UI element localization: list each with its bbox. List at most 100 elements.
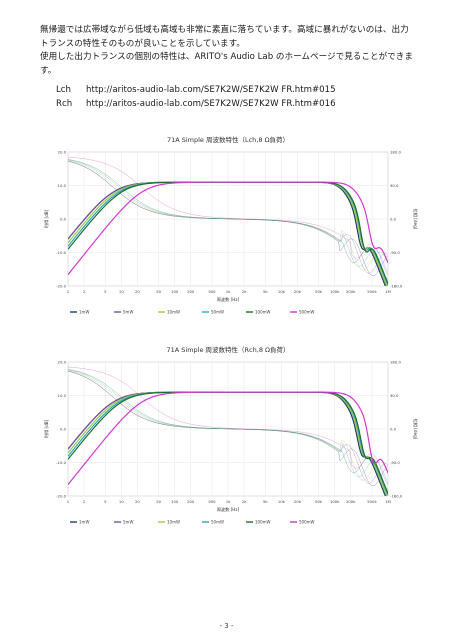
transformer-links: Lch http://aritos-audio-lab.com/SE7K2W/S… xyxy=(56,84,336,111)
x-axis-label: 周波数 [Hz] xyxy=(217,296,240,303)
y2-tick-label: 0.0 xyxy=(390,217,397,222)
legend-label: 5mW xyxy=(123,520,133,525)
y-tick-label: -20.0 xyxy=(56,284,66,289)
legend-label: 1mW xyxy=(79,310,89,315)
x-tick-label: 100 xyxy=(171,289,179,294)
y2-tick-label: -180.0 xyxy=(390,494,403,499)
x-tick-label: 50k xyxy=(315,289,323,294)
x-tick-label: 20 xyxy=(135,289,140,294)
x-tick-label: 200 xyxy=(187,289,195,294)
legend-label: 500mW xyxy=(299,520,315,525)
y2-tick-label: 180.0 xyxy=(390,360,401,365)
legend-label: 100mW xyxy=(255,310,271,315)
x-tick-label: 50k xyxy=(315,499,323,504)
x-tick-label: 500k xyxy=(367,289,377,294)
x-tick-label: 10 xyxy=(119,499,124,504)
y2-tick-label: 0.0 xyxy=(390,427,397,432)
x-tick-label: 100k xyxy=(330,289,340,294)
legend-label: 50mW xyxy=(211,520,224,525)
x-tick-label: 20k xyxy=(294,289,302,294)
legend-label: 1mW xyxy=(79,520,89,525)
y-tick-label: 20.0 xyxy=(58,150,67,155)
frequency-response-chart-rch: 71A Simple 周波数特性（Rch,8 Ω負荷） 1 2 5 10 20 50 100 2… xyxy=(40,340,420,540)
chart-svg: 71A Simple 周波数特性（Rch,8 Ω負荷） 1 2 5 10 20 50 100 2… xyxy=(43,345,419,525)
y2-tick-label: 90.0 xyxy=(390,183,399,188)
x-tick-label: 500k xyxy=(367,499,377,504)
y-tick-label: 20.0 xyxy=(58,360,67,365)
x-tick-label: 1k xyxy=(226,499,231,504)
y-tick-label: 0.0 xyxy=(60,217,67,222)
legend-label: 100mW xyxy=(255,520,271,525)
x-tick-label: 1k xyxy=(226,289,231,294)
y-tick-label: 0.0 xyxy=(60,427,67,432)
body-paragraph: 無帰還では広帯域ながら低域も高域も非常に素直に落ちています。高域に暴れがないのは… xyxy=(40,24,435,78)
chart-title: 71A Simple 周波数特性（Lch,8 Ω負荷） xyxy=(167,135,289,144)
phase-line-500mW xyxy=(68,156,388,276)
y-tick-label: -20.0 xyxy=(56,494,66,499)
phase-line-500mW xyxy=(68,366,388,486)
x-axis-label: 周波数 [Hz] xyxy=(217,506,240,513)
x-tick-label: 20k xyxy=(294,499,302,504)
y2-tick-label: 180.0 xyxy=(390,150,401,155)
y-tick-label: -10.0 xyxy=(56,250,66,255)
x-tick-label: 1M xyxy=(385,499,391,504)
x-tick-label: 10k xyxy=(278,499,286,504)
legend-label: 5mW xyxy=(123,310,133,315)
y-tick-label: 10.0 xyxy=(58,183,67,188)
legend-label: 50mW xyxy=(211,310,224,315)
x-tick-label: 5 xyxy=(104,289,107,294)
x-tick-label: 500 xyxy=(208,499,216,504)
y2-tick-label: -90.0 xyxy=(390,460,400,465)
link-row-lch: Lch http://aritos-audio-lab.com/SE7K2W/S… xyxy=(56,84,336,98)
legend-label: 500mW xyxy=(299,310,315,315)
x-tick-label: 50 xyxy=(156,499,161,504)
link-rch[interactable]: http://aritos-audio-lab.com/SE7K2W/SE7K2… xyxy=(86,98,336,109)
x-tick-label: 2k xyxy=(242,289,247,294)
link-lch[interactable]: http://aritos-audio-lab.com/SE7K2W/SE7K2… xyxy=(86,85,336,95)
x-tick-label: 200 xyxy=(187,499,195,504)
chart-svg: 71A Simple 周波数特性（Lch,8 Ω負荷） 1 2 5 10 20 50 100 2… xyxy=(43,135,419,315)
paragraph-line: す。 xyxy=(40,65,57,76)
x-tick-label: 500 xyxy=(208,289,216,294)
x-tick-label: 200k xyxy=(346,289,356,294)
gain-line-500mW xyxy=(68,181,388,276)
x-tick-label: 100 xyxy=(171,499,179,504)
channel-label-rch: Rch xyxy=(56,98,73,109)
chart-title: 71A Simple 周波数特性（Rch,8 Ω負荷） xyxy=(167,345,290,354)
frequency-response-chart-lch: 71A Simple 周波数特性（Lch,8 Ω負荷） 1 2 5 10 20 50 100 2… xyxy=(40,130,420,330)
y-axis-label: 利得 [dB] xyxy=(43,209,49,228)
channel-label-lch: Lch xyxy=(56,85,71,95)
y2-axis-label: 位相 [deg] xyxy=(412,419,419,440)
plot-series-group xyxy=(68,156,388,286)
x-tick-label: 5 xyxy=(104,499,107,504)
x-tick-label: 200k xyxy=(346,499,356,504)
x-tick-label: 1 xyxy=(67,289,70,294)
x-tick-label: 1 xyxy=(67,499,70,504)
y-axis-label: 利得 [dB] xyxy=(43,419,49,438)
x-tick-label: 2 xyxy=(83,289,86,294)
x-tick-label: 2 xyxy=(83,499,86,504)
y2-axis-label: 位相 [deg] xyxy=(412,209,419,230)
paragraph-line: トランスの特性そのものが良いことを示しています。 xyxy=(40,38,245,49)
gain-line-500mW xyxy=(68,391,388,486)
page-number: - 3 - xyxy=(219,622,234,630)
y-tick-label: 10.0 xyxy=(58,393,67,398)
legend-label: 10mW xyxy=(167,310,180,315)
phase-line-100mW xyxy=(68,369,388,490)
x-tick-label: 2k xyxy=(242,499,247,504)
x-tick-label: 100k xyxy=(330,499,340,504)
y2-tick-label: -180.0 xyxy=(390,284,403,289)
paragraph-line: 使用した出力トランスの個別の特性は、ARITO's Audio Lab のホーム… xyxy=(40,52,413,62)
x-tick-label: 50 xyxy=(156,289,161,294)
plot-series-group xyxy=(68,366,388,496)
link-row-rch: Rch http://aritos-audio-lab.com/SE7K2W/S… xyxy=(56,98,336,112)
x-tick-label: 10 xyxy=(119,289,124,294)
legend-label: 10mW xyxy=(167,520,180,525)
x-tick-label: 5k xyxy=(263,499,268,504)
phase-line-100mW xyxy=(68,159,388,280)
x-tick-label: 20 xyxy=(135,499,140,504)
paragraph-line: 無帰還では広帯域ながら低域も高域も非常に素直に落ちています。高域に暴れがないのは… xyxy=(40,25,409,35)
x-tick-label: 1M xyxy=(385,289,391,294)
x-tick-label: 10k xyxy=(278,289,286,294)
x-tick-label: 5k xyxy=(263,289,268,294)
